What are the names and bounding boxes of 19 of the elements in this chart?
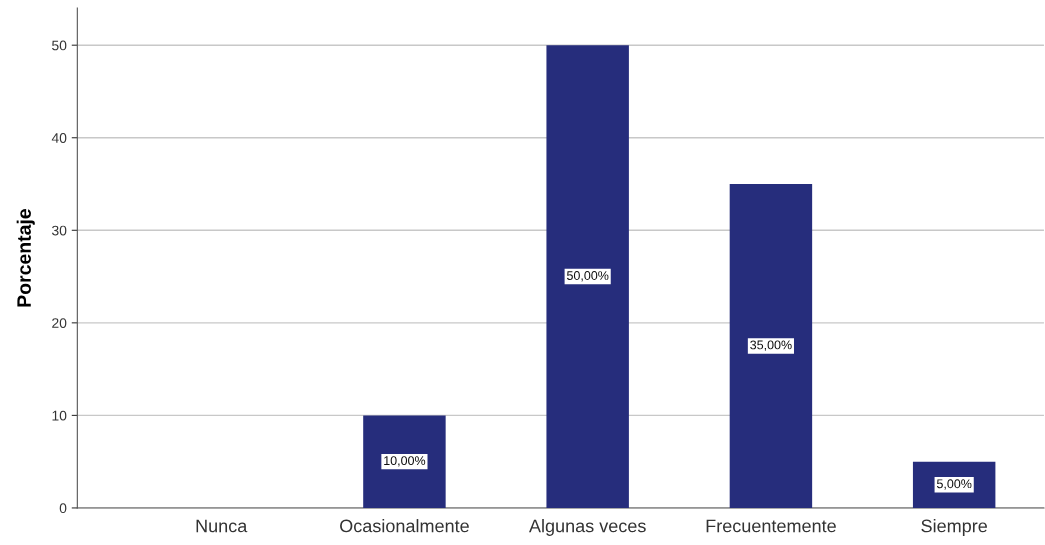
y-tick-label: 40 (51, 133, 67, 143)
x-tick-label: Ocasionalmente (340, 519, 469, 533)
y-tick-label: 50 (52, 40, 67, 51)
bar (729, 184, 813, 508)
x-tick-label: Nunca (196, 519, 248, 533)
x-tick-label: Frecuentemente (706, 519, 836, 533)
bar (546, 45, 629, 508)
data-label: 5,00% (936, 479, 972, 490)
y-tick-label: 30 (52, 225, 67, 236)
data-label: 50,00% (566, 271, 609, 282)
y-tick-label: 10 (52, 410, 67, 421)
bar (363, 415, 446, 508)
data-label: 35,00% (750, 340, 792, 351)
data-label: 10,00% (384, 456, 426, 467)
x-tick-label: Siempre (921, 519, 987, 536)
y-tick-label: 0 (59, 503, 67, 514)
y-tick-label: 20 (52, 318, 67, 329)
y-axis-title: Porcentaje (16, 209, 35, 307)
x-tick-label: Algunas veces (528, 519, 646, 536)
